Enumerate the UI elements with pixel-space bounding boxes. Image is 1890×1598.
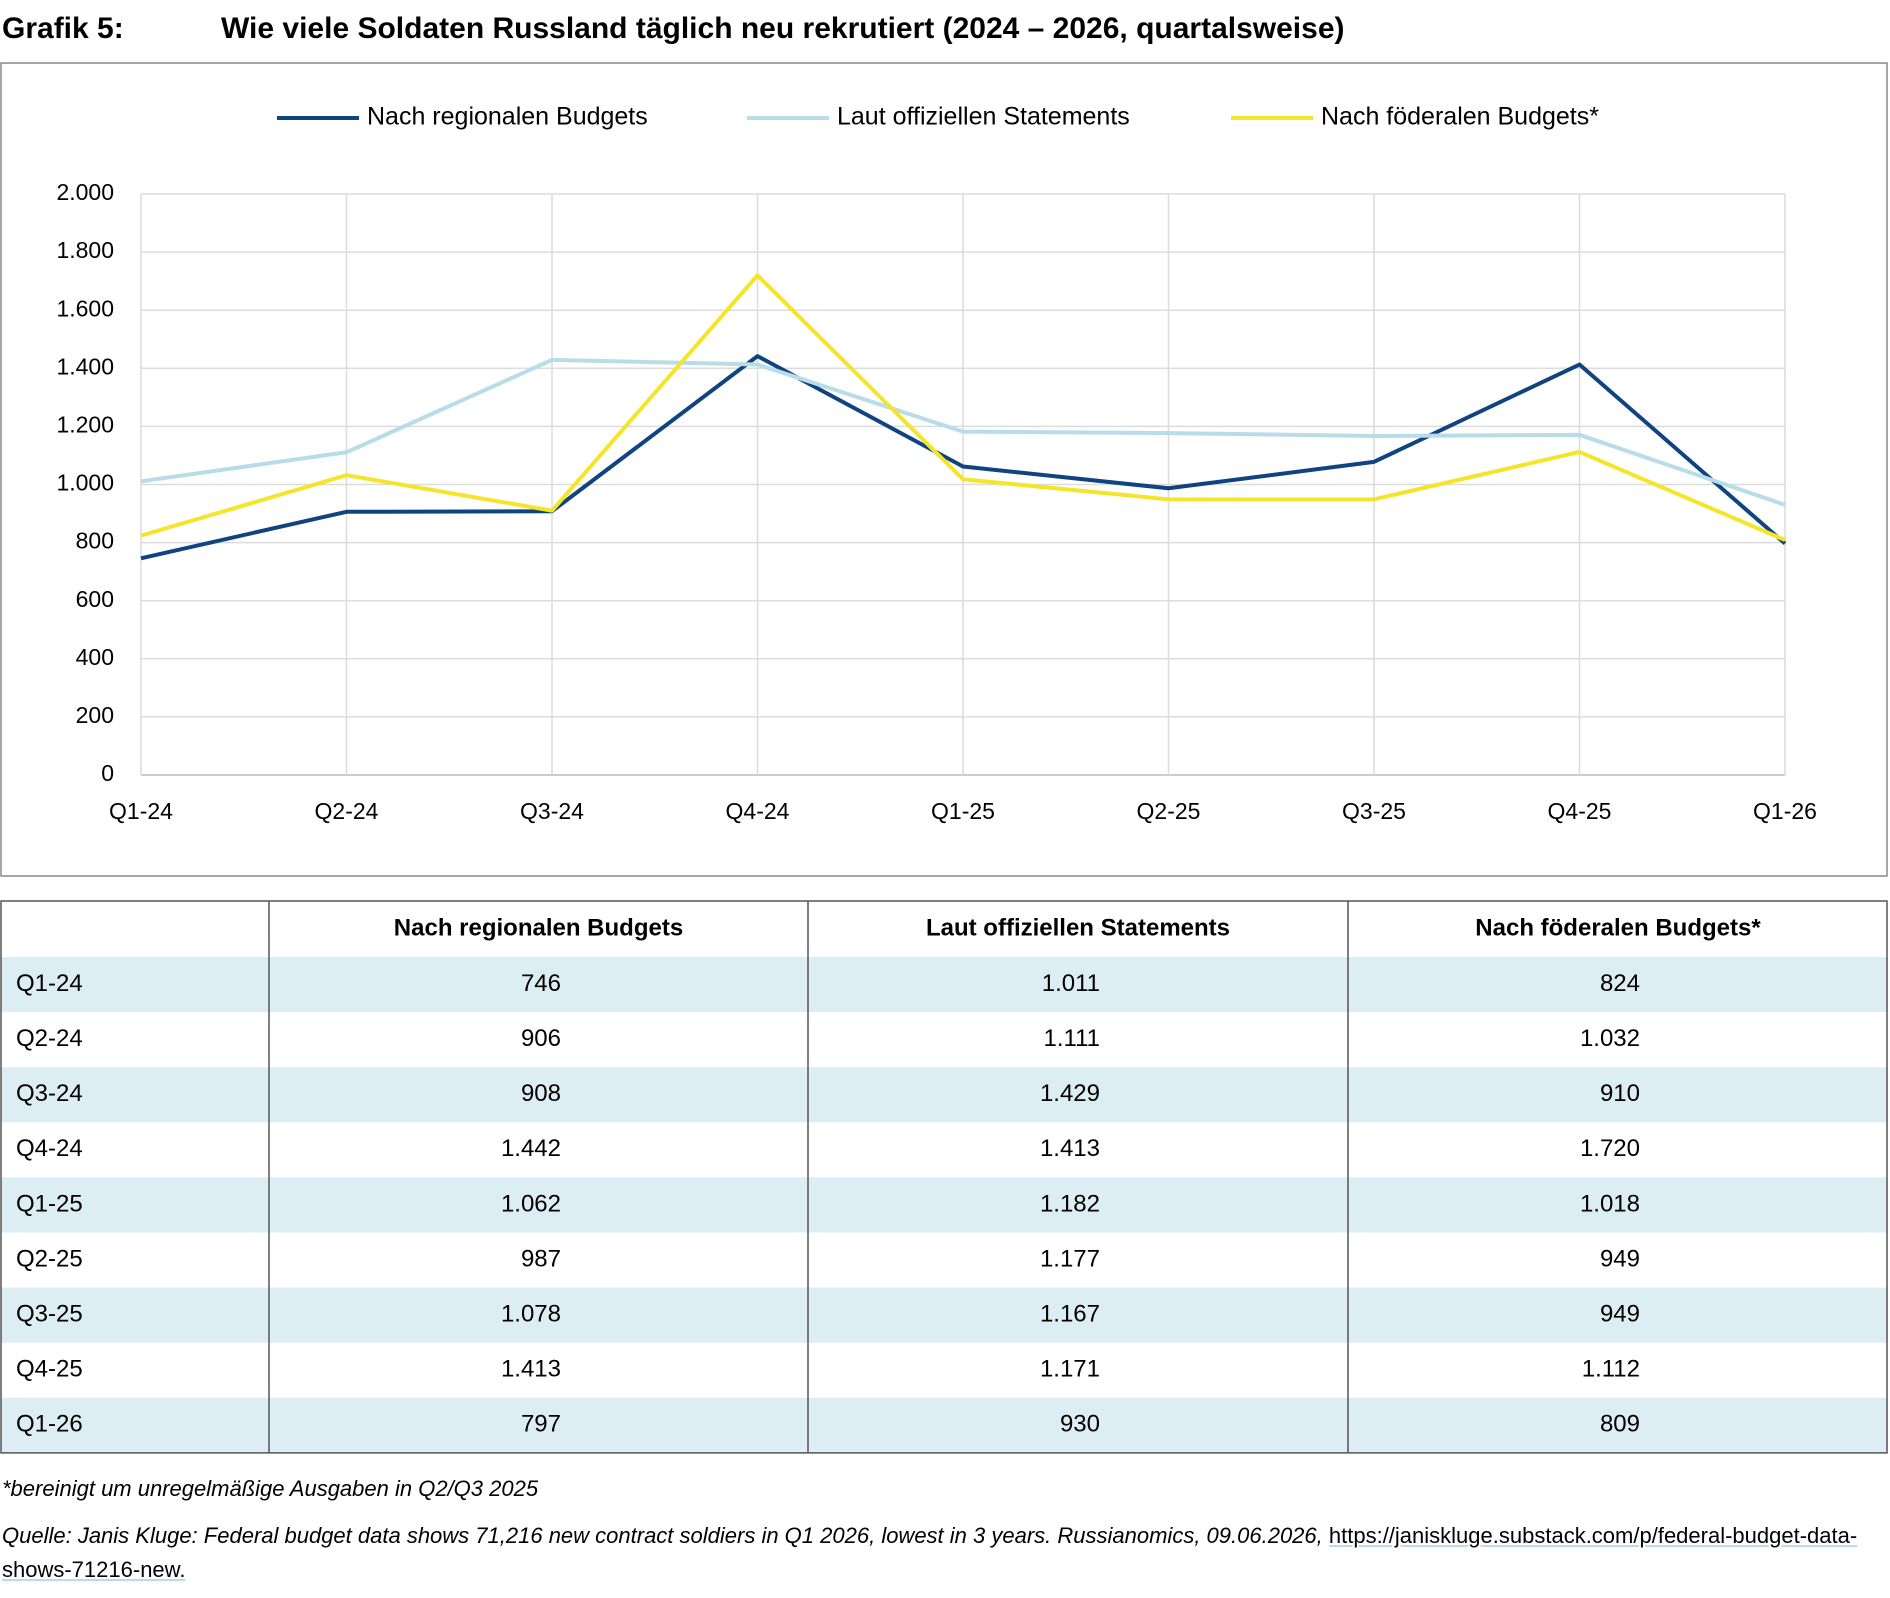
table-cell: 987 — [521, 1245, 561, 1272]
y-tick-label: 800 — [76, 528, 114, 554]
x-tick-label: Q1-24 — [109, 798, 173, 824]
chart-frame — [0, 62, 1888, 877]
x-tick-label: Q3-24 — [520, 798, 584, 824]
table-cell: 949 — [1600, 1245, 1640, 1272]
table-cell: 1.018 — [1580, 1190, 1640, 1217]
table-frame — [0, 900, 1888, 1454]
table-row-label: Q1-24 — [16, 970, 83, 997]
table-cell: 1.078 — [501, 1300, 561, 1327]
legend-label: Nach regionalen Budgets — [367, 103, 648, 131]
table-row-label: Q1-26 — [16, 1411, 83, 1438]
table-header: Nach föderalen Budgets* — [1475, 914, 1761, 941]
table-row-label: Q1-25 — [16, 1190, 83, 1217]
y-tick-label: 600 — [76, 586, 114, 612]
table-cell: 1.413 — [501, 1356, 561, 1383]
table-cell: 797 — [521, 1411, 561, 1438]
y-tick-label: 1.800 — [56, 237, 114, 263]
table-cell: 1.171 — [1040, 1356, 1100, 1383]
table-cell: 746 — [521, 970, 561, 997]
table-row-label: Q4-24 — [16, 1135, 83, 1162]
table-row-label: Q3-24 — [16, 1080, 83, 1107]
table-cell: 930 — [1060, 1411, 1100, 1438]
x-tick-label: Q3-25 — [1342, 798, 1406, 824]
source: Quelle: Janis Kluge: Federal budget data… — [2, 1519, 1886, 1587]
series-line — [140, 273, 1786, 542]
source-link[interactable]: https://janiskluge.substack.com/p/federa… — [2, 1523, 1858, 1582]
x-tick-label: Q1-25 — [931, 798, 995, 824]
table-cell: 1.720 — [1580, 1135, 1640, 1162]
table-row-bg — [1, 1397, 1888, 1453]
y-tick-label: 1.600 — [56, 295, 114, 321]
table-cell: 908 — [521, 1080, 561, 1107]
x-tick-label: Q2-24 — [315, 798, 379, 824]
table-row-label: Q3-25 — [16, 1300, 83, 1327]
legend-label: Nach föderalen Budgets* — [1321, 103, 1599, 131]
table-cell: 1.167 — [1040, 1300, 1100, 1327]
table-cell: 1.429 — [1040, 1080, 1100, 1107]
footnote: *bereinigt um unregelmäßige Ausgaben in … — [2, 1476, 539, 1501]
table-cell: 910 — [1600, 1080, 1640, 1107]
chart-title: Wie viele Soldaten Russland täglich neu … — [221, 12, 1345, 45]
source-text: Quelle: Janis Kluge: Federal budget data… — [2, 1523, 1323, 1548]
y-tick-label: 2.000 — [56, 179, 114, 205]
x-tick-label: Q2-25 — [1137, 798, 1201, 824]
table-cell: 1.177 — [1040, 1245, 1100, 1272]
table-cell: 949 — [1600, 1300, 1640, 1327]
chart: Grafik 5: Wie viele Soldaten Russland tä… — [0, 12, 1888, 1454]
y-tick-label: 200 — [76, 702, 114, 728]
table-header: Nach regionalen Budgets — [394, 914, 683, 941]
table-cell: 1.062 — [501, 1190, 561, 1217]
y-tick-label: 1.400 — [56, 353, 114, 379]
table-cell: 1.413 — [1040, 1135, 1100, 1162]
table-row-label: Q2-25 — [16, 1245, 83, 1272]
y-tick-label: 400 — [76, 644, 114, 670]
table-cell: 1.111 — [1044, 1025, 1101, 1052]
table-row-bg — [1, 1287, 1888, 1343]
y-tick-label: 1.000 — [56, 470, 114, 496]
table-row-bg — [1, 957, 1888, 1013]
table-cell: 1.182 — [1040, 1190, 1100, 1217]
series-line — [140, 354, 1787, 561]
table-cell: 824 — [1600, 970, 1640, 997]
x-tick-label: Q1-26 — [1753, 798, 1817, 824]
table-cell: 1.032 — [1580, 1025, 1640, 1052]
table-header: Laut offiziellen Statements — [926, 914, 1230, 941]
x-tick-label: Q4-24 — [726, 798, 790, 824]
table-cell: 1.011 — [1042, 970, 1100, 997]
table-row-label: Q2-24 — [16, 1025, 83, 1052]
series-line — [140, 357, 1786, 507]
chart-label: Grafik 5: — [2, 12, 124, 45]
table-cell: 906 — [521, 1025, 561, 1052]
table-cell: 809 — [1600, 1411, 1640, 1438]
y-tick-label: 0 — [101, 760, 114, 786]
table-row-bg — [1, 1177, 1888, 1233]
y-tick-label: 1.200 — [56, 411, 114, 437]
table-cell: 1.112 — [1582, 1356, 1640, 1383]
table-row-label: Q4-25 — [16, 1356, 83, 1383]
table-cell: 1.442 — [501, 1135, 561, 1162]
x-tick-label: Q4-25 — [1548, 798, 1612, 824]
table-row-bg — [1, 1067, 1888, 1123]
legend-label: Laut offiziellen Statements — [837, 103, 1130, 131]
